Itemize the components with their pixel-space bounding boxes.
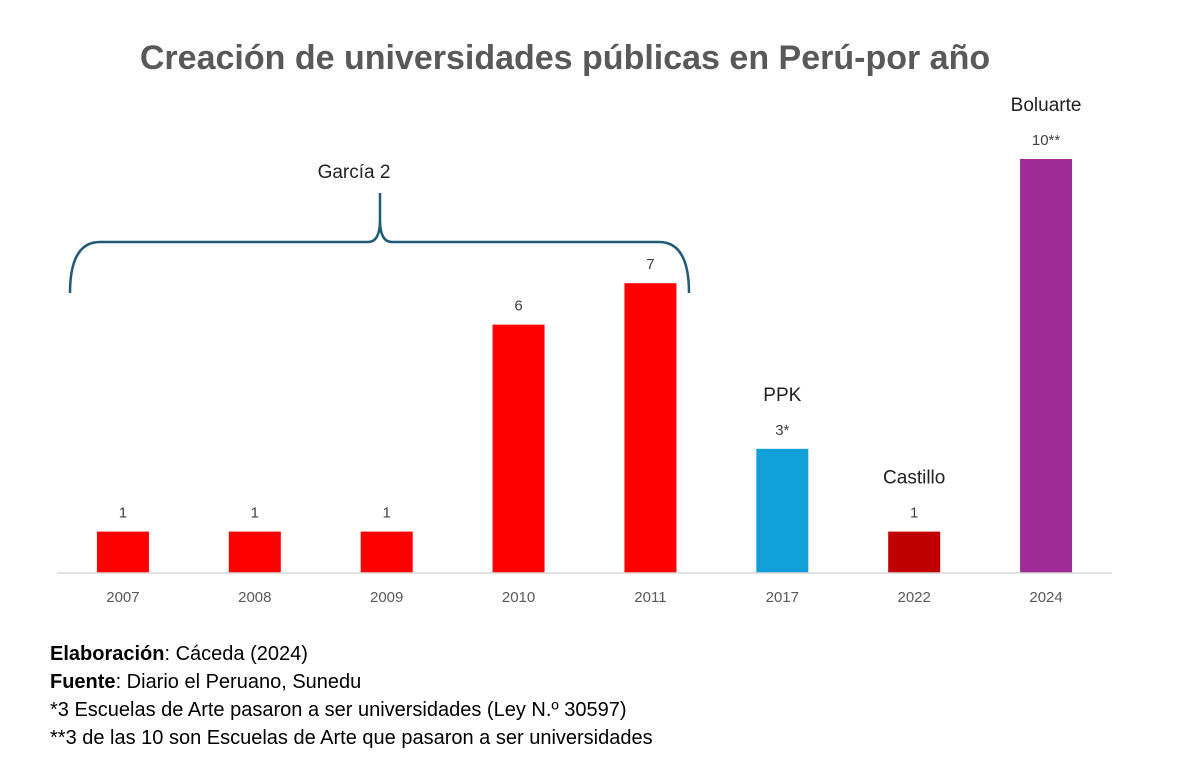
annotation-layer: García 2 PPK Castillo Boluarte: [318, 95, 1082, 489]
data-label-2010: 6: [514, 298, 522, 315]
annotation-garcia-2: García 2: [318, 162, 391, 183]
elaboracion-value: : Cáceda (2024): [164, 643, 308, 665]
tick-label-2008: 2008: [238, 589, 271, 606]
annotation-boluarte: Boluarte: [1011, 95, 1082, 116]
bar-2024: [1020, 159, 1073, 573]
tick-label-2017: 2017: [766, 589, 799, 606]
labels-layer: 1 2007 1 2008 1 2009 6 2010 7 2011 3* 2017 1 2022 10**…: [106, 132, 1063, 606]
chart-title: Creación de universidades públicas en Pe…: [139, 39, 991, 77]
tick-label-2007: 2007: [106, 589, 139, 606]
garcia-brace: [68, 193, 691, 294]
data-label-2007: 1: [119, 505, 127, 522]
annotation-ppk: PPK: [763, 385, 801, 406]
tick-label-2009: 2009: [370, 589, 403, 606]
bar-2009: [360, 531, 413, 573]
note-escuelas-1: *3 Escuelas de Arte pasaron a ser univer…: [50, 699, 627, 721]
data-label-2011: 7: [646, 256, 654, 273]
elaboracion-label: Elaboración: [50, 643, 165, 665]
fuente-value: : Diario el Peruano, Sunedu: [115, 671, 362, 693]
bar-2010: [492, 324, 545, 573]
fuente-line: Fuente: Diario el Peruano, Sunedu: [50, 668, 653, 696]
fuente-label: Fuente: [50, 671, 116, 693]
tick-label-2024: 2024: [1029, 589, 1062, 606]
bar-2022: [888, 531, 941, 573]
bar-chart: 1 2007 1 2008 1 2009 6 2010 7 2011 3* 2017 1 2022 10**…: [57, 95, 1112, 606]
bars-layer: [96, 159, 1073, 573]
elaboracion-line: Elaboración: Cáceda (2024): [50, 640, 653, 668]
footnotes: Elaboración: Cáceda (2024) Fuente: Diari…: [50, 640, 653, 752]
bar-2011: [624, 283, 677, 573]
data-label-2022: 1: [910, 505, 918, 522]
tick-label-2022: 2022: [898, 589, 931, 606]
data-label-2009: 1: [383, 505, 391, 522]
bar-2008: [228, 531, 281, 573]
annotation-castillo: Castillo: [883, 468, 945, 489]
tick-label-2010: 2010: [502, 589, 535, 606]
note-escuelas-2: **3 de las 10 son Escuelas de Arte que p…: [50, 727, 653, 749]
data-label-2008: 1: [251, 505, 259, 522]
bar-2007: [96, 531, 149, 573]
tick-label-2011: 2011: [634, 589, 666, 606]
bar-2017: [756, 448, 809, 573]
data-label-2017: 3*: [775, 422, 789, 439]
data-label-2024: 10**: [1032, 132, 1061, 149]
